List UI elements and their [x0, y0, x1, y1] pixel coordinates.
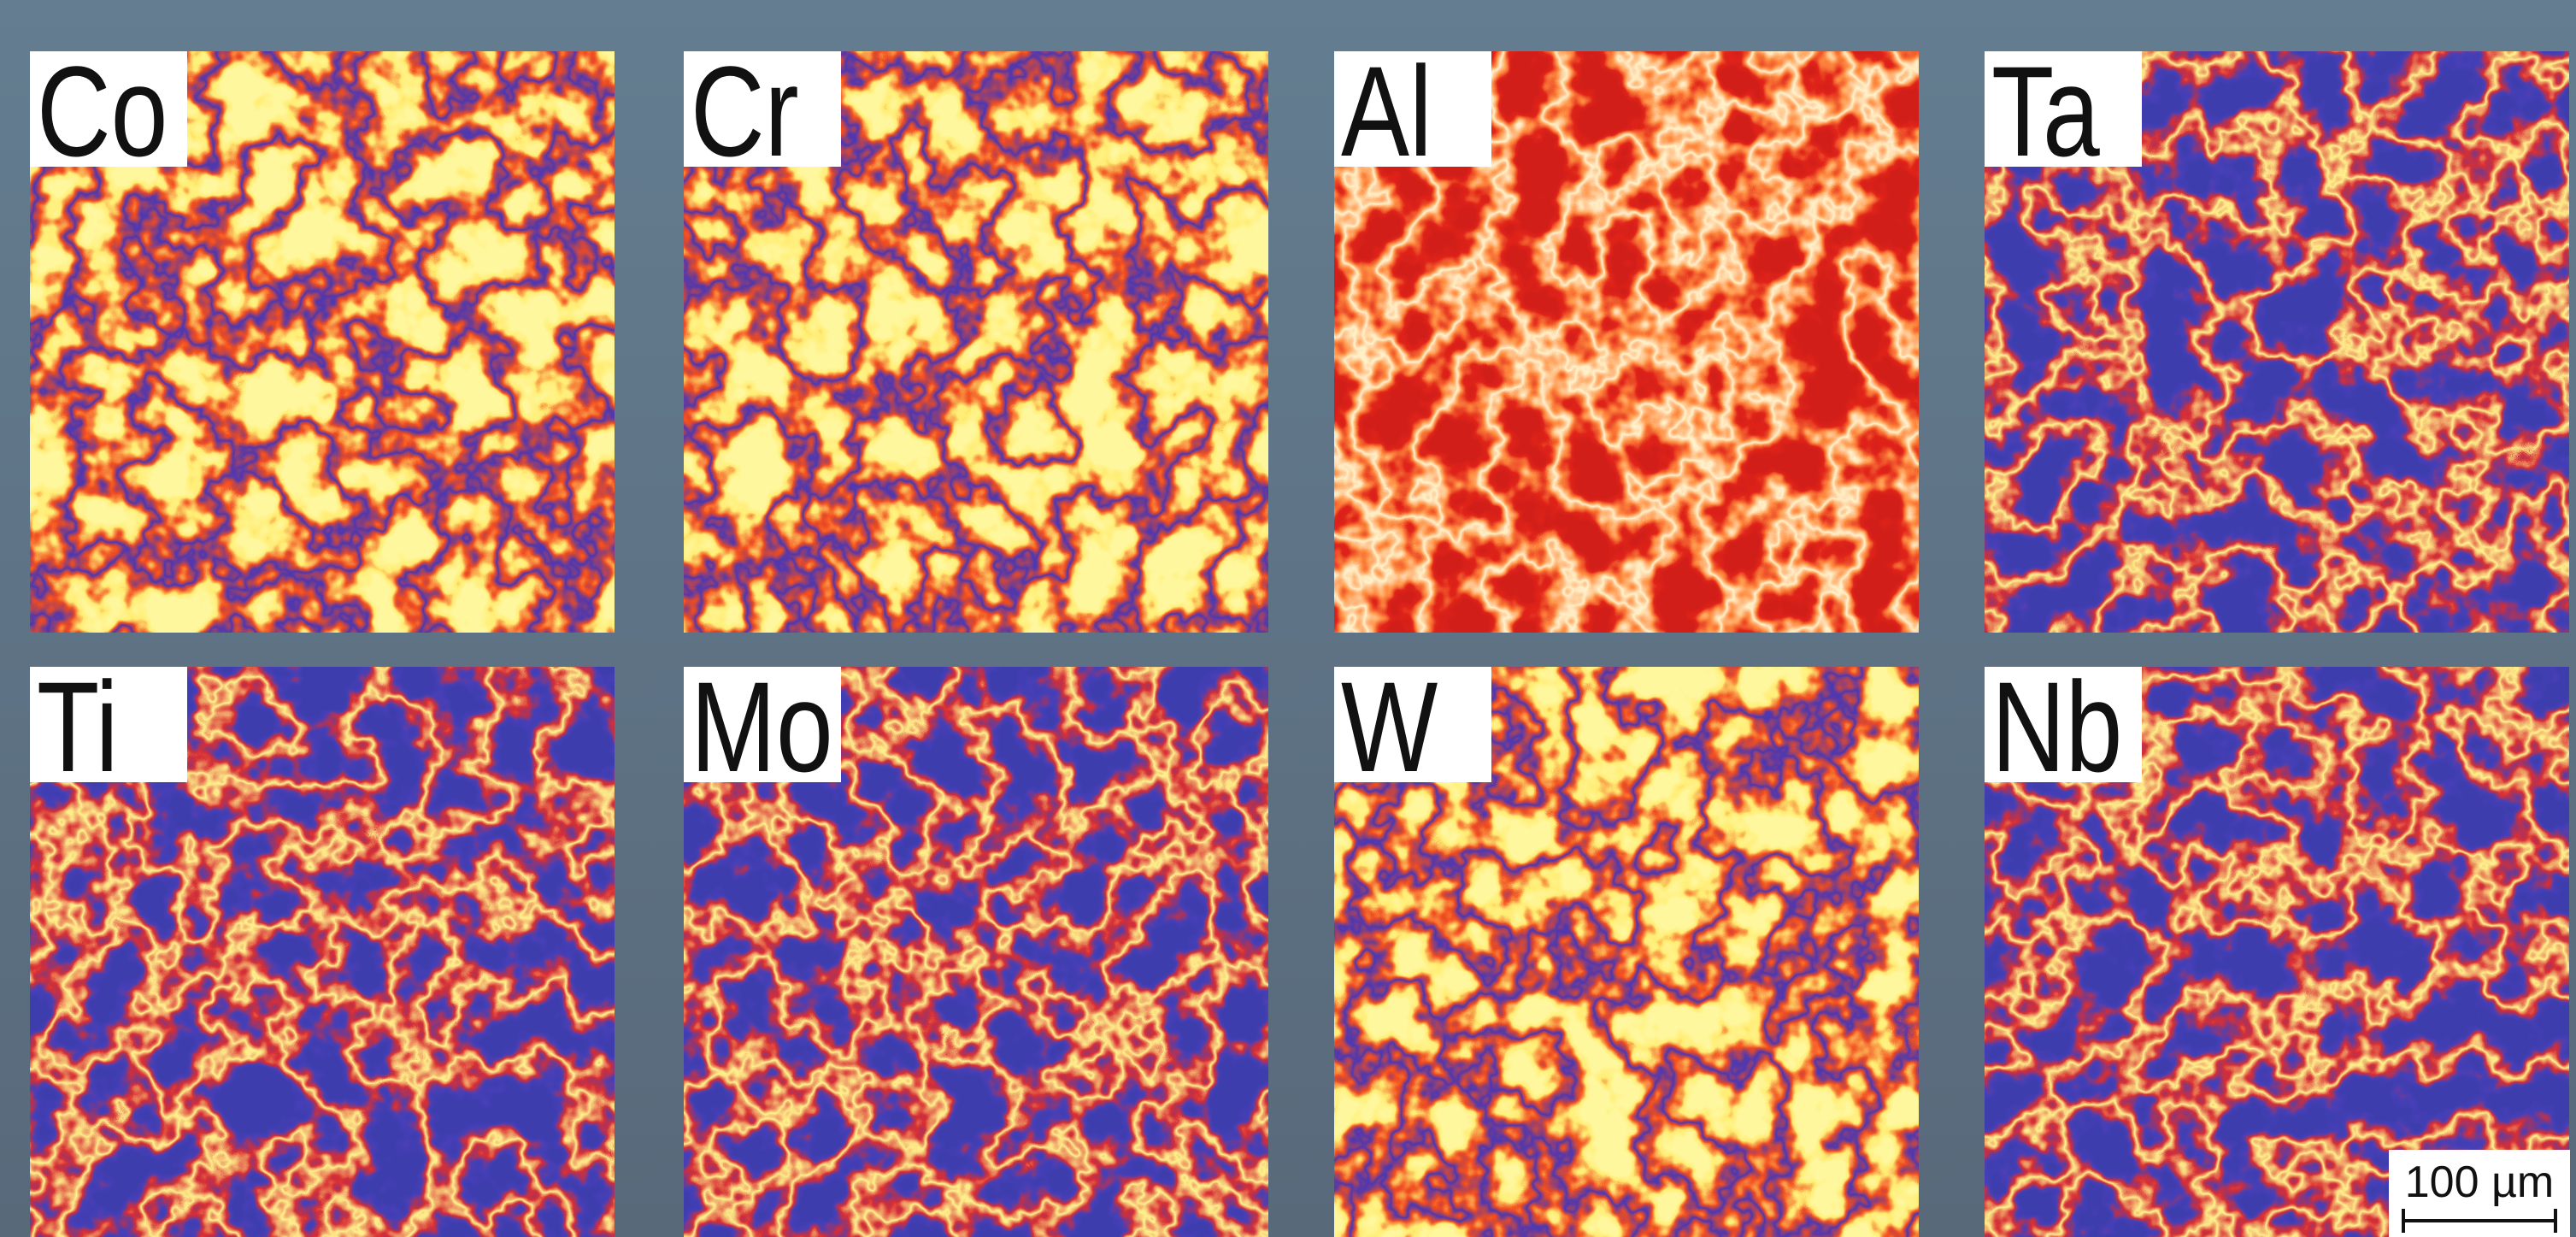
scale-bar: 100 µm [2389, 1150, 2570, 1237]
panel-label: Co [37, 39, 168, 183]
panel: Al [1334, 39, 1919, 633]
panel-label: Ta [1991, 39, 2100, 183]
panel-label: Cr [691, 39, 799, 183]
panel: Mo [684, 655, 1268, 1237]
panel: Co [30, 39, 615, 633]
panel: Nb [1985, 655, 2569, 1237]
panel-label: Mo [691, 655, 833, 798]
panel-grid: Co Cr Al Ta Ti Mo W Nb [30, 39, 2569, 1237]
panel: Ti [30, 655, 615, 1237]
panel-label: Al [1341, 39, 1432, 183]
figure: Co Cr Al Ta Ti Mo W Nb 100 µm [0, 0, 2576, 1237]
scale-bar-label: 100 µm [2405, 1157, 2554, 1207]
panel-label: Ti [37, 655, 119, 798]
panel: W [1334, 655, 1919, 1237]
panel: Cr [684, 39, 1268, 633]
panel: Ta [1985, 39, 2569, 633]
panel-label: Nb [1991, 655, 2122, 798]
panel-label: W [1341, 655, 1438, 798]
